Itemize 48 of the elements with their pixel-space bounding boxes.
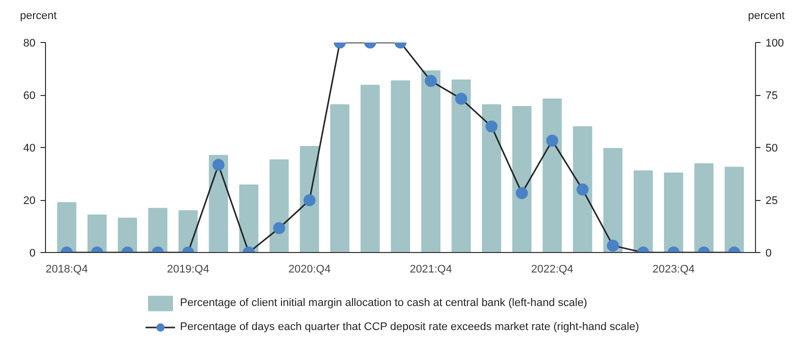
bar <box>542 98 562 252</box>
x-tick-label: 2023:Q4 <box>652 264 695 276</box>
y2-tick-label: 0 <box>766 248 772 260</box>
y-tick-label: 0 <box>29 248 36 260</box>
x-tick-label: 2019:Q4 <box>167 264 210 276</box>
point <box>212 158 224 171</box>
legend-label: Percentage of days each quarter that CCP deposit rate exceeds market rate (right-hand scale) <box>180 321 639 333</box>
bar <box>239 184 258 252</box>
bar <box>572 126 592 252</box>
bar <box>300 146 320 252</box>
y2-tick-label: 100 <box>766 38 784 50</box>
bar <box>452 80 471 252</box>
bar <box>664 172 684 252</box>
y2-tick-label: 50 <box>766 142 778 154</box>
bar <box>390 80 410 252</box>
point <box>516 187 528 200</box>
point <box>455 92 468 105</box>
bar <box>270 159 289 252</box>
bar <box>603 148 622 252</box>
point <box>486 120 498 132</box>
point <box>576 184 589 196</box>
bar <box>421 70 440 252</box>
x-tick-label: 2018:Q4 <box>46 264 88 276</box>
y-axis-title: percent <box>20 9 57 24</box>
bar <box>330 104 350 252</box>
y2-axis-title: percent <box>748 9 785 24</box>
bar <box>724 166 744 252</box>
legend-label: Percentage of client initial margin allocation to cash at central bank (left-hand scale) <box>180 297 588 309</box>
y-tick-label: 60 <box>23 90 36 102</box>
x-tick-label: 2021:Q4 <box>410 264 452 276</box>
y2-tick-label: 25 <box>766 195 778 207</box>
bar <box>57 202 76 252</box>
bar <box>148 208 168 252</box>
bar <box>360 84 380 252</box>
y2-tick-label: 75 <box>766 90 778 102</box>
y-tick-label: 20 <box>23 195 36 207</box>
point <box>303 194 316 206</box>
x-tick-label: 2020:Q4 <box>288 264 331 276</box>
y-tick-label: 80 <box>23 38 36 50</box>
bar <box>482 104 502 252</box>
point <box>546 134 558 147</box>
x-tick-label: 2022:Q4 <box>531 264 574 276</box>
bar <box>118 218 138 252</box>
bar <box>87 214 107 252</box>
bar <box>634 170 653 252</box>
bar <box>694 163 714 252</box>
bar <box>512 106 532 252</box>
y-tick-label: 40 <box>23 142 36 154</box>
